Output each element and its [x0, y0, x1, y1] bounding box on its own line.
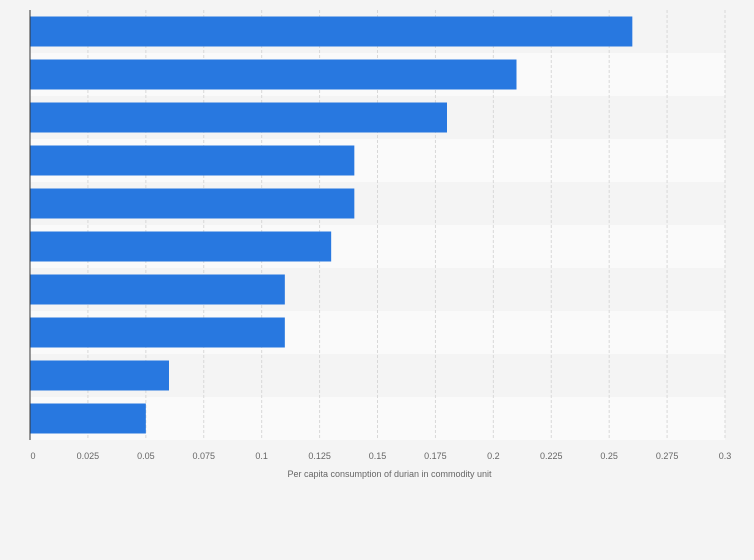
- x-tick-label: 0.025: [77, 451, 100, 461]
- x-tick-label: 0.1: [255, 451, 268, 461]
- bar[interactable]: [30, 188, 355, 219]
- x-tick-label: 0.125: [308, 451, 331, 461]
- bar[interactable]: [30, 102, 447, 133]
- bar[interactable]: [30, 403, 146, 434]
- x-tick-label: 0.2: [487, 451, 500, 461]
- x-axis-title: Per capita consumption of durian in comm…: [287, 469, 492, 479]
- x-tick-label: 0.225: [540, 451, 563, 461]
- x-tick-label: 0.05: [137, 451, 155, 461]
- x-tick-label: 0.075: [192, 451, 215, 461]
- bar[interactable]: [30, 360, 169, 391]
- bar[interactable]: [30, 145, 355, 176]
- x-axis-ticks: 0 0.025 0.05 0.075 0.1 0.125 0.15 0.175 0.2 0.225…: [30, 451, 731, 461]
- x-tick-label: 0.25: [600, 451, 618, 461]
- bar[interactable]: [30, 231, 332, 262]
- bars: [30, 16, 633, 434]
- bar[interactable]: [30, 16, 633, 47]
- bar[interactable]: [30, 274, 285, 305]
- x-tick-label: 0.3: [719, 451, 732, 461]
- x-tick-label: 0.175: [424, 451, 447, 461]
- x-tick-label: 0.15: [369, 451, 387, 461]
- bar[interactable]: [30, 59, 517, 90]
- x-tick-label: 0.275: [656, 451, 679, 461]
- x-tick-label: 0: [30, 451, 35, 461]
- bar[interactable]: [30, 317, 285, 348]
